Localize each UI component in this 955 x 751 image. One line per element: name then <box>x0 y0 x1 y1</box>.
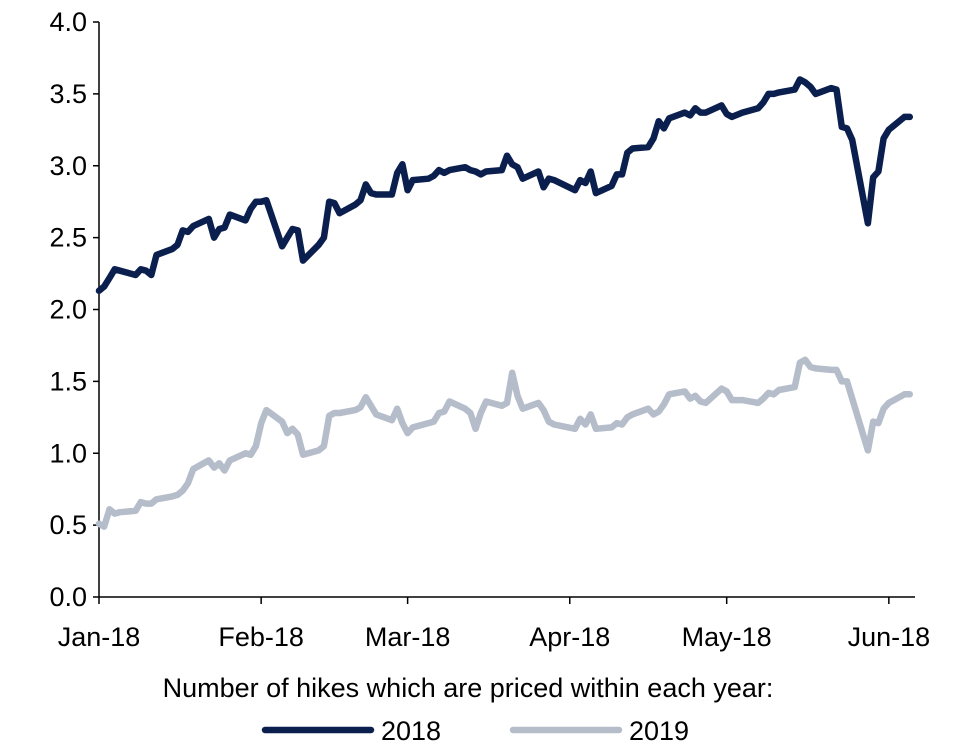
x-tick-label: May-18 <box>682 622 772 652</box>
x-tick-label: Jun-18 <box>848 622 931 652</box>
y-tick-label: 2.0 <box>49 295 87 325</box>
legend: 2018 2019 <box>261 716 689 746</box>
y-tick-label: 0.5 <box>49 510 87 540</box>
x-axis-ticks: Jan-18 Feb-18 Mar-18 Apr-18 May-18 Jun-18 <box>58 597 930 652</box>
plot-area: 0.0 0.5 1.0 1.5 2.0 2.5 3.0 3.5 4.0 Jan-18 Feb-18… <box>49 7 930 652</box>
legend-label-2019: 2019 <box>629 716 689 746</box>
y-tick-label: 3.0 <box>49 151 87 181</box>
x-axis-label: Number of hikes which are priced within … <box>163 673 774 703</box>
y-tick-label: 2.5 <box>49 223 87 253</box>
y-tick-label: 4.0 <box>49 7 87 37</box>
series-line-2018 <box>95 76 914 295</box>
y-tick-label: 1.0 <box>49 438 87 468</box>
y-tick-label: 1.5 <box>49 366 87 396</box>
x-tick-label: Feb-18 <box>218 622 304 652</box>
series-line-2019 <box>95 356 914 530</box>
y-axis-ticks: 0.0 0.5 1.0 1.5 2.0 2.5 3.0 3.5 4.0 <box>49 7 99 612</box>
x-tick-label: Apr-18 <box>529 622 610 652</box>
legend-label-2018: 2018 <box>381 716 441 746</box>
x-tick-label: Jan-18 <box>58 622 141 652</box>
y-tick-label: 3.5 <box>49 79 87 109</box>
y-tick-label: 0.0 <box>49 582 87 612</box>
series-lines <box>95 76 914 530</box>
x-tick-label: Mar-18 <box>365 622 451 652</box>
